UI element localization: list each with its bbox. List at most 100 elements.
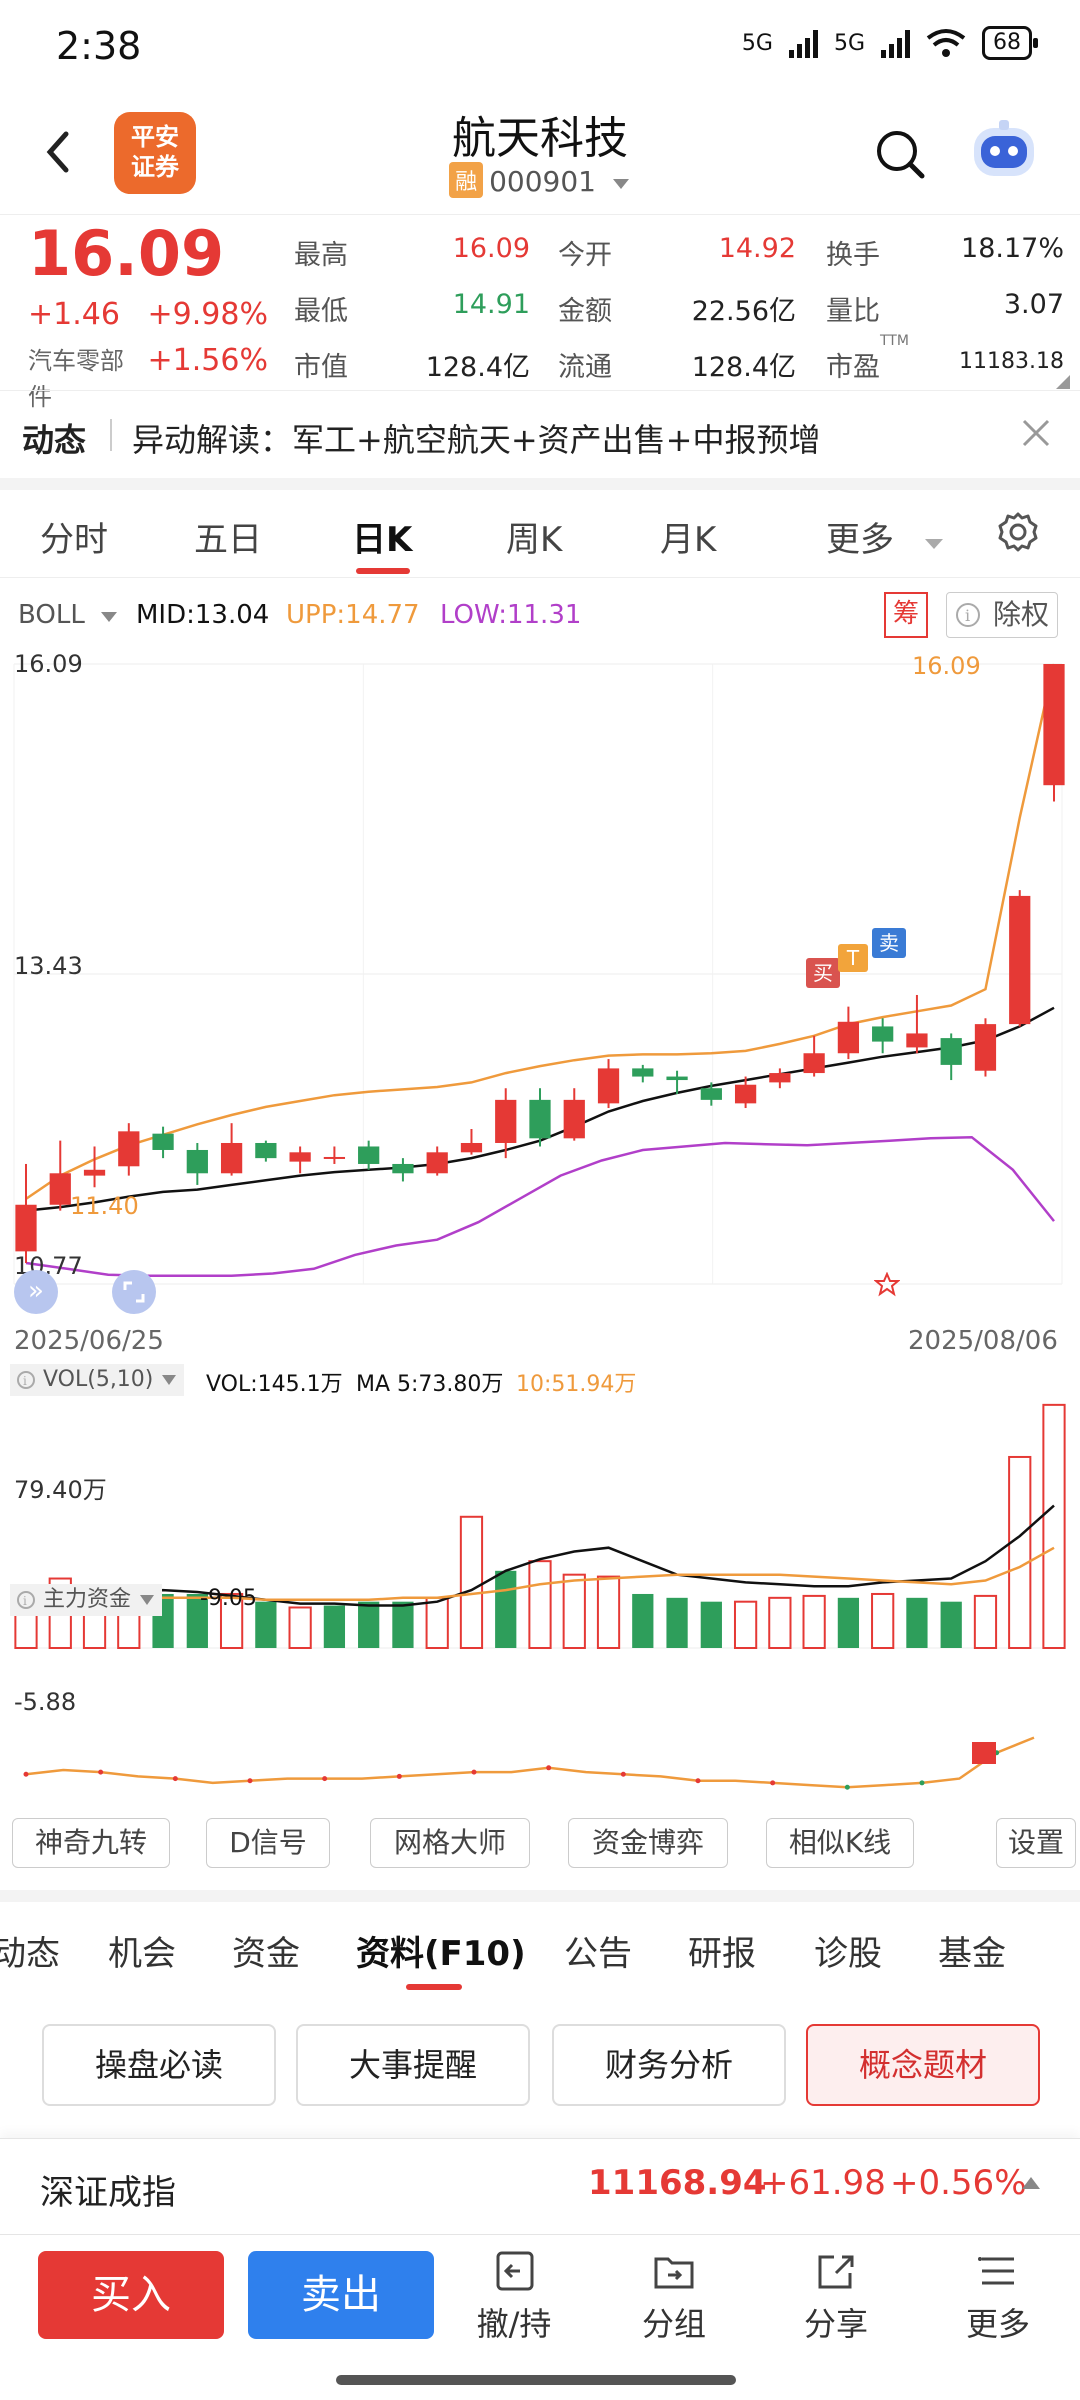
quote-panel: 16.09 +1.46 +9.98% 汽车零部件 +1.56% 最高 16.09… xyxy=(0,214,1080,411)
card-financials[interactable]: 财务分析 xyxy=(552,2024,786,2106)
buy-button[interactable]: 买入 xyxy=(38,2251,224,2339)
tool-fund-game[interactable]: 资金博弈 xyxy=(568,1818,728,1868)
k-candle-body xyxy=(632,1068,654,1077)
vol-bar xyxy=(871,1592,895,1649)
f10-tab-news[interactable]: 动态 xyxy=(0,1934,60,1974)
tool-magic-nine[interactable]: 神奇九转 xyxy=(12,1818,170,1868)
tab-more[interactable]: 更多 xyxy=(826,512,945,561)
news-banner[interactable]: 动态 异动解读：军工+航空航天+资产出售+中报预增 xyxy=(0,390,1080,478)
pe-ttm-label: TTM xyxy=(880,333,909,349)
tab-intraday[interactable]: 分时 xyxy=(40,520,108,560)
status-icons: 5G 5G 68 xyxy=(742,26,1038,60)
k-candle-body xyxy=(906,1033,928,1048)
buy-signal-badge[interactable]: 买 xyxy=(806,958,840,988)
tab-daily-k[interactable]: 日K xyxy=(352,520,413,560)
f10-tab-research[interactable]: 研报 xyxy=(688,1934,756,1974)
f10-tab-profile[interactable]: 资料(F10) xyxy=(356,1934,526,1974)
index-name: 深证成指 xyxy=(40,2173,176,2213)
cancel-hold-button[interactable]: 撤/持 xyxy=(454,2249,574,2345)
float-value: 128.4亿 xyxy=(691,352,796,383)
fund-indicator-selector[interactable]: i 主力资金 xyxy=(10,1584,163,1616)
stock-code-row[interactable]: 融 000901 xyxy=(0,162,1080,198)
margin-badge: 融 xyxy=(449,162,484,198)
news-tag: 动态 xyxy=(22,421,87,459)
k-candle-body xyxy=(289,1152,311,1162)
boll-mid: MID:13.04 xyxy=(136,600,270,630)
f10-tab-funds-hold[interactable]: 基金 xyxy=(938,1934,1006,1974)
index-ticker-bar[interactable]: 深证成指 11168.94 +61.98 +0.56% xyxy=(0,2138,1080,2234)
tool-settings[interactable]: 设置 xyxy=(996,1818,1076,1868)
vol-bar xyxy=(837,1597,860,1648)
sell-signal-badge[interactable]: 卖 xyxy=(872,928,906,958)
vol-indicator-selector[interactable]: i VOL(5,10) xyxy=(10,1364,185,1396)
sector-row[interactable]: 汽车零部件 +1.56% xyxy=(28,343,268,415)
k-candle-body xyxy=(529,1099,551,1139)
active-tab-indicator xyxy=(356,568,410,574)
tab-five-day[interactable]: 五日 xyxy=(194,520,262,560)
boll-bands xyxy=(25,663,1056,1278)
tab-monthly-k[interactable]: 月K xyxy=(660,520,717,560)
fund-dot xyxy=(98,1769,104,1775)
vol-axis-label: 79.40万 xyxy=(14,1476,107,1504)
share-button[interactable]: 分享 xyxy=(776,2249,896,2345)
search-icon[interactable] xyxy=(870,124,930,184)
fund-dot xyxy=(620,1771,626,1777)
vol-bar xyxy=(700,1601,722,1648)
caret-up-icon[interactable] xyxy=(1020,2175,1042,2191)
fund-value: -9.05 xyxy=(200,1586,257,1611)
k-candle-body xyxy=(460,1142,483,1153)
tool-similar-k[interactable]: 相似K线 xyxy=(766,1818,914,1868)
price-change-pct: +9.98% xyxy=(147,297,268,332)
k-candle-body xyxy=(49,1173,71,1205)
vol-bar xyxy=(802,1594,826,1650)
sector-name: 汽车零部件 xyxy=(28,347,124,411)
settings-gear-icon[interactable] xyxy=(996,510,1040,554)
t-signal-badge[interactable]: T xyxy=(838,944,868,972)
f10-tab-announcements[interactable]: 公告 xyxy=(564,1934,632,1974)
f10-tab-funds[interactable]: 资金 xyxy=(232,1934,300,1974)
back-icon[interactable] xyxy=(30,122,90,182)
chart-area[interactable] xyxy=(0,648,1080,1808)
bottom-action-bar: 买入 卖出 撤/持 分组 分享 更多 xyxy=(0,2234,1080,2400)
f10-tab-diagnosis[interactable]: 诊股 xyxy=(814,1934,882,1974)
robot-assistant-icon[interactable] xyxy=(968,118,1040,184)
index-change-pct: +0.56% xyxy=(890,2163,1027,2203)
card-events[interactable]: 大事提醒 xyxy=(296,2024,530,2106)
expand-double-chevron-icon[interactable]: » xyxy=(14,1270,58,1314)
k-start-date: 2025/06/25 xyxy=(14,1326,164,1356)
wifi-icon xyxy=(926,29,966,57)
card-trading-guide[interactable]: 操盘必读 xyxy=(42,2024,276,2106)
event-star-icon[interactable] xyxy=(874,1272,900,1298)
tool-d-signal[interactable]: D信号 xyxy=(206,1818,330,1868)
info-icon: i xyxy=(17,1591,35,1609)
more-button[interactable]: 更多 xyxy=(938,2249,1058,2345)
corner-expand-icon[interactable] xyxy=(1056,375,1070,389)
card-concepts[interactable]: 概念题材 xyxy=(806,2024,1040,2106)
fund-dot xyxy=(919,1780,925,1786)
float-label: 流通 xyxy=(558,352,612,383)
vol-value: VOL:145.1万 xyxy=(206,1372,343,1397)
ex-rights-button[interactable]: i 除权 xyxy=(946,592,1058,638)
tool-grid-master[interactable]: 网格大师 xyxy=(370,1818,530,1868)
sell-button[interactable]: 卖出 xyxy=(248,2251,434,2339)
signal-icon-2 xyxy=(881,28,910,58)
broker-logo: 平安 证券 xyxy=(114,112,196,194)
svg-text:i: i xyxy=(23,1374,27,1388)
k-candle-body xyxy=(358,1146,380,1164)
stock-name: 航天科技 xyxy=(452,113,628,164)
f10-tab-opportunity[interactable]: 机会 xyxy=(108,1934,176,1974)
boll-upp-line xyxy=(25,663,1056,1200)
k-candle-body xyxy=(255,1142,277,1159)
mcap-label: 市值 xyxy=(294,352,348,383)
caret-down-icon xyxy=(612,179,629,189)
group-button[interactable]: 分组 xyxy=(614,2249,734,2345)
chip-distribution-button[interactable]: 筹 xyxy=(884,592,928,638)
fullscreen-icon[interactable] xyxy=(112,1270,156,1314)
indicator-selector[interactable]: BOLL xyxy=(18,600,119,630)
tab-weekly-k[interactable]: 周K xyxy=(506,520,563,560)
logo-line-2: 证券 xyxy=(131,153,179,181)
k-candle-body xyxy=(597,1068,620,1104)
volume-ratio-value: 3.07 xyxy=(1003,289,1064,320)
close-icon[interactable] xyxy=(1018,415,1054,451)
menu-icon xyxy=(978,2257,1014,2285)
